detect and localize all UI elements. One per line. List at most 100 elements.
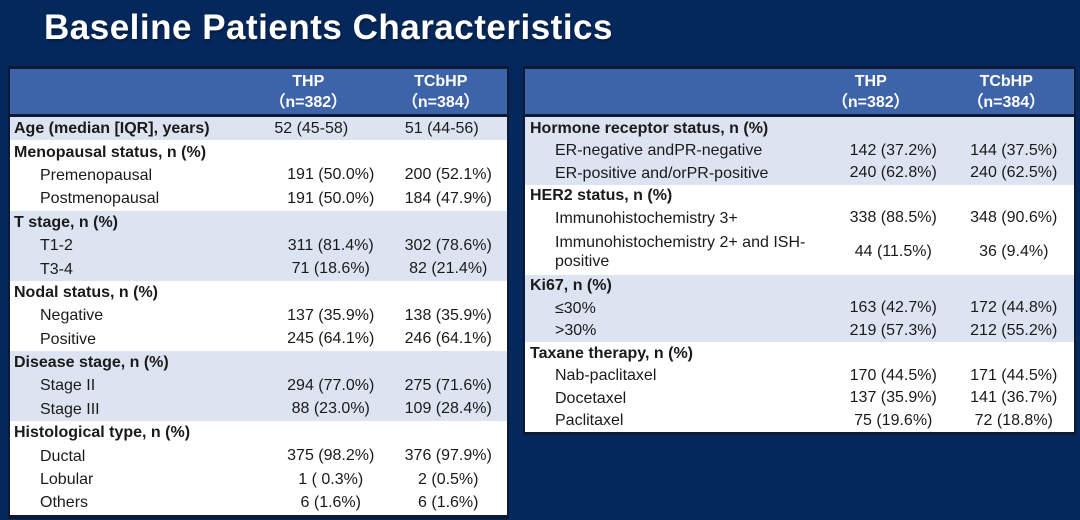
row-label: HER2 status, n (%): [530, 187, 673, 205]
tcbhp-value: 275 (71.6%): [404, 376, 492, 394]
thp-value: 191 (50.0%): [287, 189, 375, 207]
tcbhp-value: 172 (44.8%): [970, 299, 1058, 317]
row-label: Menopausal status, n (%): [14, 143, 207, 161]
table-row: T1-2 311 (81.4%) 302 (78.6%): [10, 233, 507, 258]
table-row: Nab-paclitaxel 170 (44.5%) 171 (44.5%): [525, 364, 1074, 387]
column-name: TCbHP: [979, 72, 1033, 90]
table-row: Docetaxel 137 (35.9%) 141 (36.7%): [525, 387, 1074, 410]
row-label: Taxane therapy, n (%): [530, 344, 693, 362]
column-header-tcbhp: TCbHP （n=384）: [939, 69, 1075, 114]
tcbhp-value: 171 (44.5%): [970, 366, 1058, 384]
table-row: HER2 status, n (%): [525, 184, 1074, 207]
row-label: Age (median [IQR], years): [14, 120, 210, 138]
row-label: T3-4: [40, 260, 73, 278]
row-label: Premenopausal: [40, 166, 153, 184]
table-row: Ki67, n (%): [525, 274, 1074, 297]
table-row: >30% 219 (57.3%) 212 (55.2%): [525, 319, 1074, 342]
row-label: Ductal: [40, 447, 86, 465]
tcbhp-value: 109 (28.4%): [404, 400, 492, 418]
tcbhp-value: 138 (35.9%): [404, 306, 492, 324]
column-header-thp: THP （n=382）: [803, 69, 939, 114]
table-row: Disease stage, n (%): [10, 350, 507, 375]
tcbhp-value: 36 (9.4%): [979, 243, 1049, 260]
table-row: ER-positive and/orPR-positive 240 (62.8%…: [525, 162, 1074, 185]
tcbhp-value: 348 (90.6%): [970, 209, 1058, 227]
row-label: >30%: [555, 322, 597, 340]
row-label: Hormone receptor status, n (%): [530, 119, 769, 137]
row-label: Nodal status, n (%): [14, 283, 159, 301]
tcbhp-value: 82 (21.4%): [409, 260, 488, 278]
thp-value: 137 (35.9%): [849, 389, 937, 407]
thp-value: 375 (98.2%): [287, 447, 375, 465]
tcbhp-value: 2 (0.5%): [418, 470, 479, 488]
header-spacer: [525, 69, 803, 114]
thp-value: 170 (44.5%): [849, 366, 937, 384]
tcbhp-value: 212 (55.2%): [970, 321, 1058, 339]
table-row: Positive 245 (64.1%) 246 (64.1%): [10, 327, 507, 351]
column-name: THP: [854, 72, 887, 90]
page-title: Baseline Patients Characteristics: [44, 8, 613, 47]
tcbhp-value: 200 (52.1%): [404, 166, 492, 184]
table-row: T3-4 71 (18.6%) 82 (21.4%): [10, 257, 507, 281]
table-row: Nodal status, n (%): [10, 280, 507, 305]
row-label: T1-2: [40, 237, 73, 255]
thp-value: 44 (11.5%): [854, 243, 932, 260]
table-row: Age (median [IQR], years) 52 (45-58) 51 …: [10, 117, 507, 141]
thp-value: 71 (18.6%): [291, 260, 370, 278]
table-row: Stage II 294 (77.0%) 275 (71.6%): [10, 374, 507, 398]
row-label: Positive: [40, 330, 97, 348]
row-label: Histological type, n (%): [14, 424, 191, 442]
thp-value: 240 (62.8%): [849, 164, 937, 182]
table-row: Immunohistochemistry 2+ and ISH-positive…: [525, 229, 1074, 275]
table-row: Others 6 (1.6%) 6 (1.6%): [10, 491, 507, 515]
row-label: T stage, n (%): [14, 213, 119, 231]
tcbhp-value: 72 (18.8%): [974, 411, 1053, 429]
row-label: Ki67, n (%): [530, 277, 612, 295]
column-n: （n=382）: [831, 93, 910, 111]
row-label: Stage III: [40, 400, 100, 418]
table-row: Ductal 375 (98.2%) 376 (97.9%): [10, 444, 507, 468]
column-name: TCbHP: [414, 72, 468, 90]
baseline-characteristics-table-right: THP （n=382） TCbHP （n=384） Hormone recept…: [523, 66, 1076, 435]
thp-value: 191 (50.0%): [287, 166, 375, 184]
thp-value: 311 (81.4%): [287, 236, 374, 254]
column-n: （n=382）: [269, 93, 348, 111]
thp-value: 137 (35.9%): [287, 306, 375, 324]
table-header: THP （n=382） TCbHP （n=384）: [525, 69, 1074, 117]
table-header: THP （n=382） TCbHP （n=384）: [10, 69, 507, 117]
tcbhp-value: 51 (44-56): [404, 119, 479, 137]
thp-value: 88 (23.0%): [291, 400, 370, 418]
row-label: Postmenopausal: [40, 190, 160, 208]
thp-value: 245 (64.1%): [287, 330, 375, 348]
table-row: Stage III 88 (23.0%) 109 (28.4%): [10, 397, 507, 422]
table-row: ≤30% 163 (42.7%) 172 (44.8%): [525, 297, 1074, 320]
column-header-thp: THP （n=382）: [242, 69, 375, 114]
row-label: ER-positive and/orPR-positive: [555, 164, 769, 182]
table-row: Hormone receptor status, n (%): [525, 117, 1074, 140]
row-label: ≤30%: [555, 299, 596, 317]
tcbhp-value: 144 (37.5%): [970, 141, 1058, 159]
tcbhp-value: 6 (1.6%): [418, 493, 479, 511]
tcbhp-value: 376 (97.9%): [404, 447, 492, 465]
row-label: Paclitaxel: [555, 412, 624, 430]
column-n: （n=384）: [401, 93, 480, 111]
thp-value: 1 ( 0.3%): [298, 470, 364, 488]
row-label: ER-negative andPR-negative: [555, 142, 763, 160]
row-label: Immunohistochemistry 3+: [555, 209, 738, 227]
table-row: Negative 137 (35.9%) 138 (35.9%): [10, 304, 507, 328]
table-row: Menopausal status, n (%): [10, 140, 507, 164]
row-label: Lobular: [40, 471, 94, 489]
row-label: Stage II: [40, 377, 96, 395]
tcbhp-value: 246 (64.1%): [404, 330, 492, 348]
table-row: T stage, n (%): [10, 210, 507, 234]
row-label: Immunohistochemistry 2+ and ISH-positive: [555, 234, 806, 270]
thp-value: 52 (45-58): [274, 119, 349, 137]
row-label: Others: [40, 494, 89, 512]
thp-value: 75 (19.6%): [854, 411, 933, 429]
table-row: Paclitaxel 75 (19.6%) 72 (18.8%): [525, 409, 1074, 432]
table-row: ER-negative andPR-negative 142 (37.2%) 1…: [525, 139, 1074, 162]
thp-value: 163 (42.7%): [849, 299, 937, 317]
table-row: Premenopausal 191 (50.0%) 200 (52.1%): [10, 163, 507, 188]
header-spacer: [10, 69, 242, 114]
tcbhp-value: 141 (36.7%): [970, 389, 1058, 407]
